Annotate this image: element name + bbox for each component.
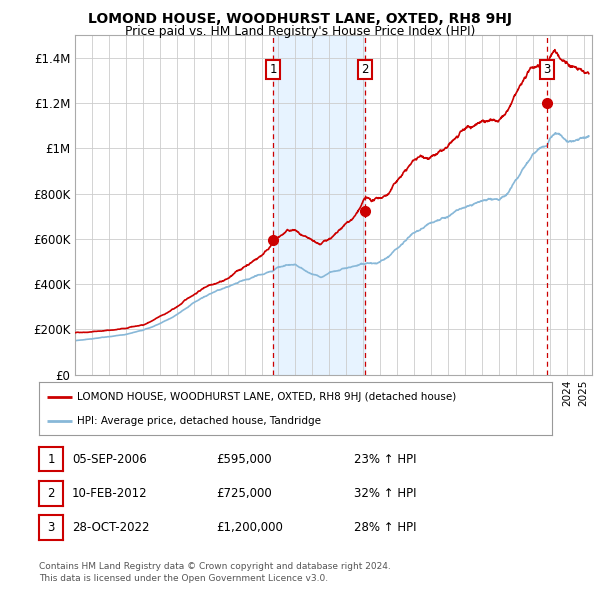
Text: Contains HM Land Registry data © Crown copyright and database right 2024.
This d: Contains HM Land Registry data © Crown c…: [39, 562, 391, 583]
Text: £1,200,000: £1,200,000: [216, 521, 283, 534]
Text: 10-FEB-2012: 10-FEB-2012: [72, 487, 148, 500]
Text: £595,000: £595,000: [216, 453, 272, 466]
Text: 1: 1: [47, 453, 55, 466]
Text: 23% ↑ HPI: 23% ↑ HPI: [354, 453, 416, 466]
Text: 05-SEP-2006: 05-SEP-2006: [72, 453, 147, 466]
Text: 3: 3: [543, 63, 551, 76]
Text: 1: 1: [269, 63, 277, 76]
Text: 3: 3: [47, 521, 55, 534]
Text: 2: 2: [47, 487, 55, 500]
Text: LOMOND HOUSE, WOODHURST LANE, OXTED, RH8 9HJ: LOMOND HOUSE, WOODHURST LANE, OXTED, RH8…: [88, 12, 512, 26]
Bar: [273, 35, 365, 375]
Text: 28% ↑ HPI: 28% ↑ HPI: [354, 521, 416, 534]
Text: HPI: Average price, detached house, Tandridge: HPI: Average price, detached house, Tand…: [77, 416, 322, 426]
Text: £725,000: £725,000: [216, 487, 272, 500]
Text: 32% ↑ HPI: 32% ↑ HPI: [354, 487, 416, 500]
Text: LOMOND HOUSE, WOODHURST LANE, OXTED, RH8 9HJ (detached house): LOMOND HOUSE, WOODHURST LANE, OXTED, RH8…: [77, 392, 457, 402]
Text: Price paid vs. HM Land Registry's House Price Index (HPI): Price paid vs. HM Land Registry's House …: [125, 25, 475, 38]
Text: 28-OCT-2022: 28-OCT-2022: [72, 521, 149, 534]
Text: 2: 2: [361, 63, 369, 76]
